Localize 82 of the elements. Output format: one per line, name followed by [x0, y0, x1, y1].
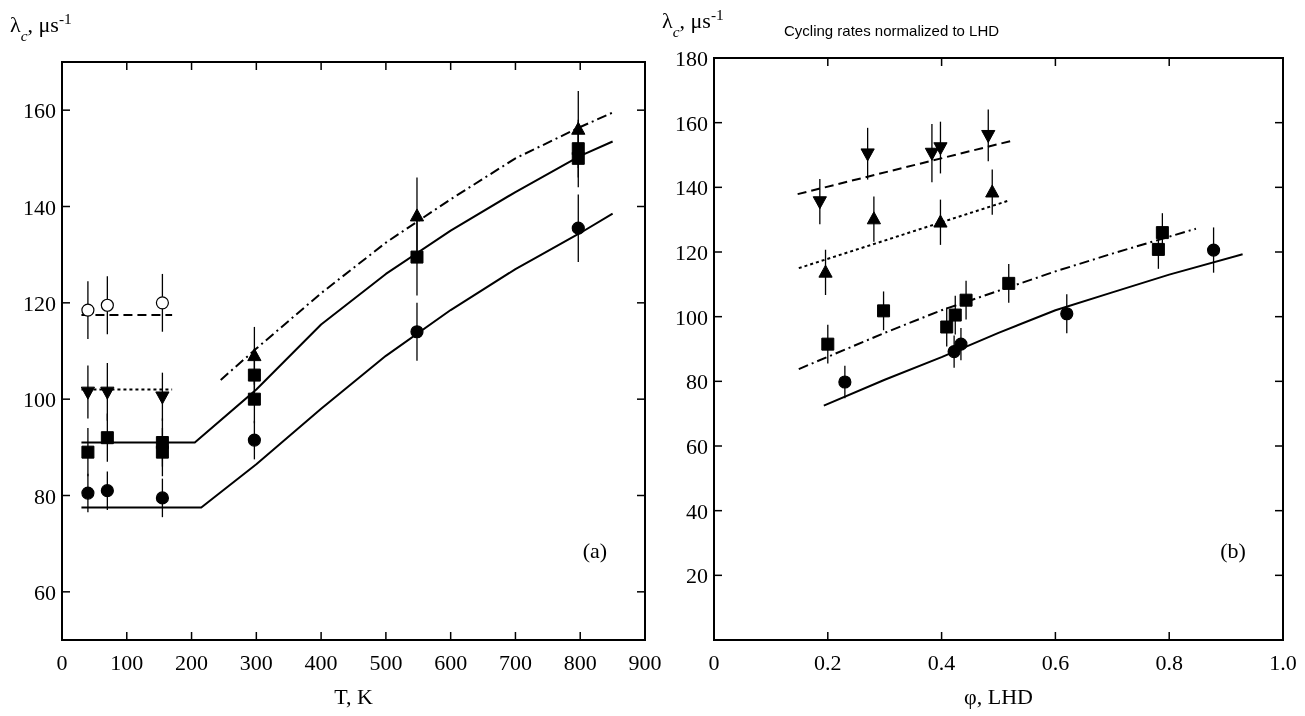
y-axis-title: λ$_{c}$, μs$^{-1}$ [662, 5, 724, 40]
x-tick-label: 0.2 [814, 650, 842, 675]
y-tick-label: 140 [675, 175, 708, 201]
x-tick-label: 0 [708, 650, 720, 675]
point [933, 214, 948, 228]
point [410, 250, 424, 264]
y-tick-label: 60 [34, 579, 56, 605]
y-tick-label: 180 [675, 46, 708, 71]
point [933, 142, 948, 156]
point [100, 386, 115, 400]
y-axis-title: λ$_{c}$, μs$^{-1}$ [10, 9, 72, 44]
y-tick-label: 140 [23, 194, 56, 220]
x-tick-label: 0.4 [927, 650, 956, 675]
x-axis-title: T, K [334, 684, 373, 709]
point [818, 264, 833, 278]
point [571, 121, 586, 135]
chart-title: Cycling rates normalized to LHD [784, 22, 1000, 39]
point [247, 433, 261, 447]
point [954, 337, 968, 351]
point [838, 375, 852, 389]
x-tick-label: 900 [628, 650, 662, 675]
x-tick-label: 400 [304, 650, 338, 675]
x-tick-label: 0.8 [1155, 650, 1183, 675]
y-tick-label: 40 [686, 498, 708, 524]
y-tick-label: 120 [675, 240, 708, 265]
point [80, 386, 96, 400]
x-tick-label: 0 [56, 650, 68, 675]
x-tick-label: 300 [239, 650, 273, 675]
y-tick-label: 80 [34, 483, 56, 509]
x-tick-label: 0.6 [1041, 650, 1070, 675]
x-tick-label: 500 [369, 650, 403, 675]
point [247, 348, 262, 362]
x-tick-label: 700 [498, 650, 532, 675]
point [959, 293, 973, 307]
y-tick-label: 120 [23, 290, 56, 316]
point [860, 148, 875, 162]
point [100, 298, 114, 312]
point [1002, 276, 1016, 290]
y-tick-label: 160 [675, 110, 708, 136]
x-tick-label: 600 [434, 650, 468, 675]
point [247, 392, 261, 406]
point [985, 184, 1000, 198]
point [410, 325, 424, 339]
point [81, 303, 95, 317]
point [155, 391, 170, 405]
point [940, 320, 954, 334]
y-tick-label: 20 [686, 563, 708, 589]
point [100, 484, 114, 498]
annotation: (a) [582, 538, 608, 563]
y-tick-label: 160 [23, 98, 56, 124]
x-tick-label: 800 [563, 650, 597, 675]
line-series [219, 111, 614, 381]
point [877, 304, 891, 318]
point [247, 368, 261, 382]
point [155, 296, 170, 310]
x-tick-label: 1.0 [1269, 650, 1297, 675]
point [81, 445, 95, 459]
x-tick-label: 100 [110, 650, 144, 675]
point [1060, 307, 1074, 321]
point [155, 445, 169, 459]
point [1151, 242, 1165, 256]
point [100, 431, 114, 445]
point [1155, 226, 1169, 240]
point [812, 196, 827, 210]
y-tick-label: 60 [686, 434, 708, 459]
point [571, 221, 585, 235]
x-tick-label: 200 [175, 650, 209, 675]
annotation: (b) [1220, 538, 1246, 563]
point [821, 337, 835, 351]
y-tick-label: 100 [23, 387, 56, 413]
x-axis-title: φ, LHD [964, 684, 1033, 709]
point [981, 129, 996, 143]
point [948, 308, 962, 322]
point [866, 211, 881, 225]
point [81, 486, 95, 500]
point [155, 491, 170, 505]
point [924, 147, 940, 161]
point [571, 151, 585, 165]
point [1206, 243, 1221, 257]
y-tick-label: 100 [675, 304, 708, 330]
y-tick-label: 80 [686, 369, 708, 395]
point [409, 208, 425, 222]
